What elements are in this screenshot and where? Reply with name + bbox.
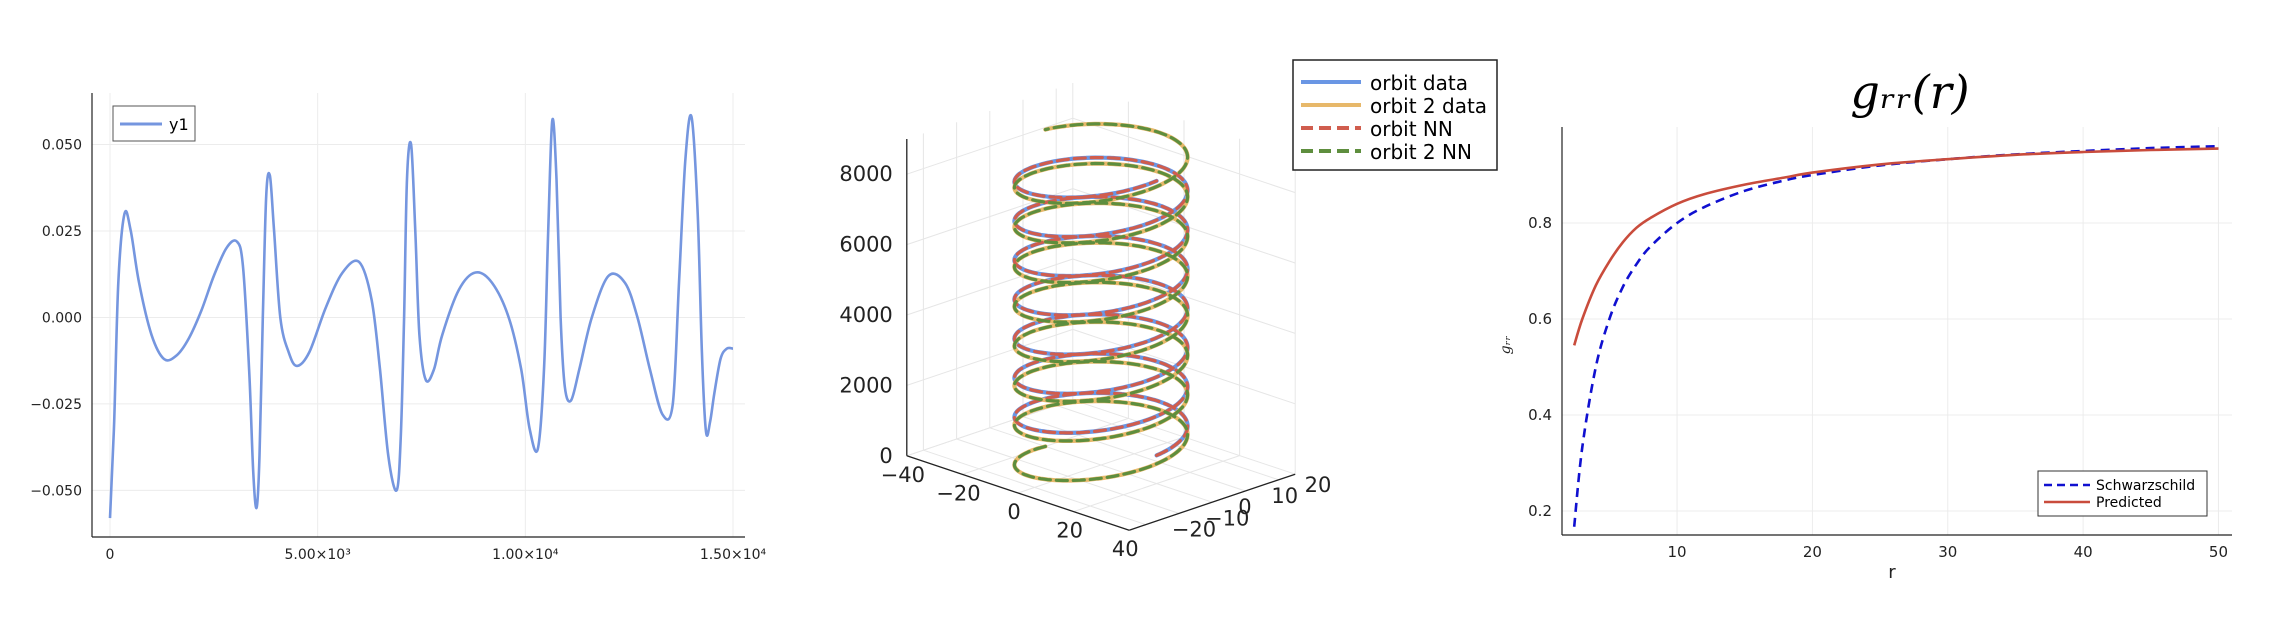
panel-3-ticks: 10 20 30 40 50 0.2 0.4 0.6 0.8	[1528, 214, 2228, 561]
panel-2-ytick-label: −10	[1205, 506, 1249, 530]
panel-1-series	[108, 113, 734, 519]
panel-2-legend-label-3: orbit 2 NN	[1370, 140, 1472, 164]
panel-3-ytick-label: 0.6	[1528, 310, 1552, 328]
panel-3-ytick-label: 0.8	[1528, 214, 1552, 232]
panel-3-xtick-label: 40	[2074, 543, 2093, 561]
panel-1-ytick-label: −0.050	[30, 483, 82, 499]
panel-3-series	[1572, 144, 2219, 527]
panel-2-ytick-label: 10	[1271, 484, 1298, 508]
panel-2-sidewall-grid-z	[906, 399, 1073, 457]
panel-1-grid	[92, 93, 745, 537]
panel-2-ytick-label: 20	[1305, 473, 1332, 497]
panel-1-legend: y1	[112, 105, 196, 142]
panel-3-ylabel: gᵣᵣ	[1498, 336, 1514, 355]
panel-3-title: gᵣᵣ(r)	[1850, 65, 1969, 119]
panel-1-legend-label: y1	[169, 115, 189, 134]
panel-2-legend-label-0: orbit data	[1370, 71, 1468, 95]
panel-2-ytick-label: −20	[1172, 518, 1216, 542]
panel-3-legend: Schwarzschild Predicted	[2037, 470, 2208, 517]
panel-1-axes	[91, 93, 745, 538]
panel-3-xtick-label: 10	[1668, 543, 1687, 561]
panel-2-floor-grid-y	[923, 449, 1146, 526]
panel-2-ztick-label: 2000	[839, 373, 892, 397]
panel-3-ytick-label: 0.4	[1528, 406, 1552, 424]
panel-2-axes	[906, 139, 1296, 531]
panel-3-legend-label-0: Schwarzschild	[2096, 478, 2195, 494]
panel-2-series-line-3	[1012, 122, 1190, 483]
panel-2-yaxis	[1128, 473, 1296, 531]
panel-2-floor-grid-y	[956, 438, 1180, 514]
panel-2-ztick-label: 6000	[839, 233, 892, 257]
panel-1-xtick-label: 1.50×10⁴	[700, 547, 767, 563]
panel-2-legend-label-1: orbit 2 data	[1370, 94, 1487, 118]
panel-3-legend-label-1: Predicted	[2096, 495, 2162, 511]
panel-3-xtick-label: 20	[1803, 543, 1822, 561]
panel-2-xtick-label: −40	[881, 463, 925, 487]
panel-3-xtick-label: 50	[2209, 543, 2228, 561]
panel-2-xtick-label: 20	[1056, 519, 1083, 543]
panel-3-series-line-0	[1572, 144, 2219, 527]
panel-2-backwall-grid-z	[1072, 117, 1296, 194]
panel-1-xtick-label: 5.00×10³	[284, 547, 350, 563]
panel-1-ytick-label: −0.025	[30, 397, 82, 413]
panel-1-xtick-label: 0	[106, 547, 115, 563]
panel-2-floor-grid-y	[989, 427, 1213, 503]
panel-2-xtick-label: 0	[1007, 500, 1020, 524]
panel-2-ztick-label: 0	[879, 444, 892, 468]
panel-2-ztick-label: 4000	[839, 303, 892, 327]
panel-1-ticks: 0 5.00×10³ 1.00×10⁴ 1.50×10⁴ 0.050 0.025 0.000…	[30, 138, 766, 563]
panel-1-series-line	[108, 113, 734, 519]
panel-3-ytick-label: 0.2	[1528, 502, 1552, 520]
panel-2-sidewall-grid-z	[906, 258, 1073, 316]
panel-3-legend-box	[2037, 470, 2208, 517]
panel-3-xlabel: r	[1888, 562, 1896, 583]
panel-3-series-line-1	[1572, 147, 2219, 346]
panel-2-ztick-label: 8000	[839, 162, 892, 186]
panel-1-ytick-label: 0.025	[42, 224, 82, 240]
panel-2-series	[1012, 121, 1190, 483]
panel-1-ytick-label: 0.000	[42, 310, 82, 326]
panel-2-legend-label-2: orbit NN	[1370, 117, 1453, 141]
panel-2-legend: orbit data orbit 2 data orbit NN orbit 2…	[1292, 59, 1498, 171]
panel-3-grid	[1562, 127, 2232, 535]
panel-3-axes	[1561, 127, 2232, 536]
panel-2-xtick-label: −20	[936, 481, 980, 505]
panel-1-xtick-label: 1.00×10⁴	[492, 547, 559, 563]
panel-2-sidewall-grid-z	[906, 328, 1073, 386]
panel-2-xaxis	[906, 455, 1130, 531]
panel-2-floor-grid-y	[1056, 404, 1279, 481]
panel-1-ytick-label: 0.050	[42, 138, 82, 154]
panel-3-xtick-label: 30	[1938, 543, 1957, 561]
panel-2-ytick-label: 0	[1238, 495, 1251, 519]
panel-2-xtick-label: 40	[1112, 537, 1139, 561]
panel-2-floor-grid-y	[1022, 416, 1246, 492]
